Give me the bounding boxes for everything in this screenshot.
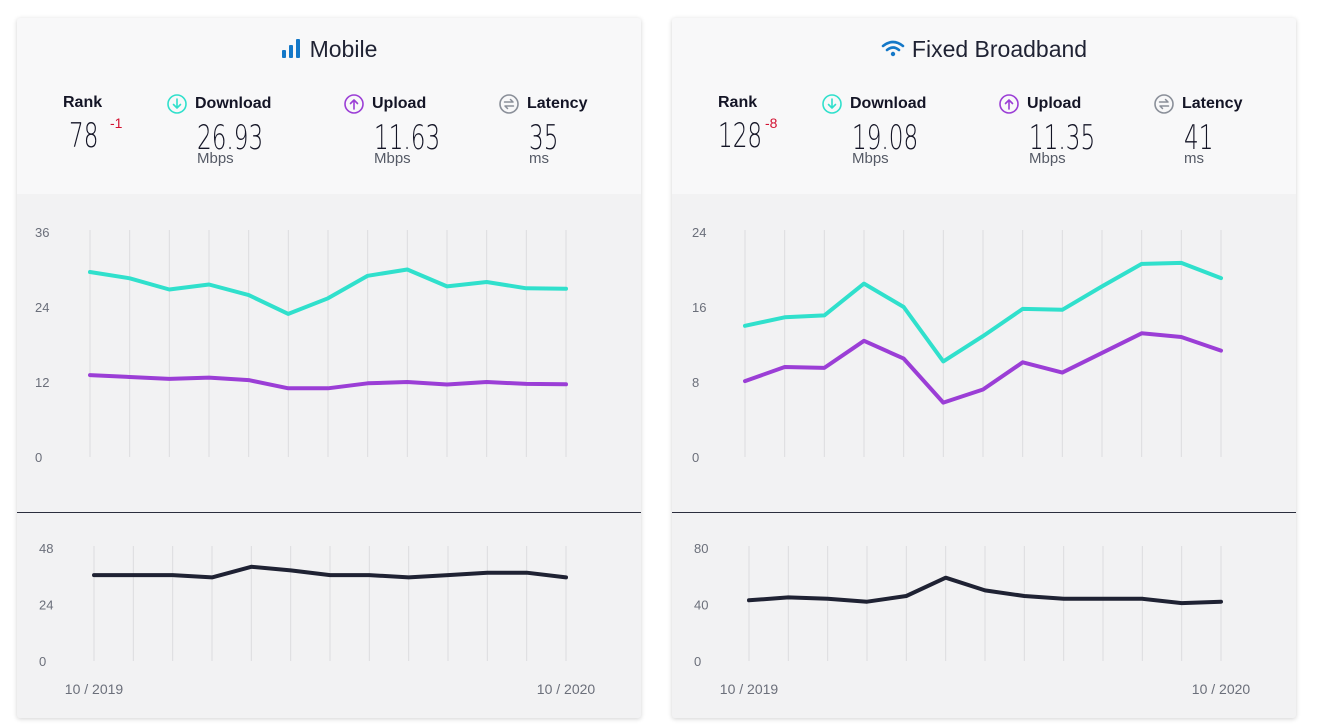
x-tick-label: 10 / 2020 bbox=[1192, 681, 1251, 697]
chart-divider bbox=[672, 512, 1296, 513]
download-arrow-icon bbox=[822, 94, 842, 114]
latency-label: Latency bbox=[527, 95, 588, 112]
fixed-speed-chart-svg: 0 8 16 24 bbox=[692, 225, 1223, 465]
mobile-latency-chart-svg: 0 24 48 10 / 2019 10 / 2020 bbox=[39, 541, 596, 697]
fixed-latency-chart: 0 40 80 10 / 2019 10 / 2020 bbox=[672, 513, 1296, 718]
latency-unit: ms bbox=[529, 150, 549, 167]
y-tick-label: 48 bbox=[39, 541, 53, 556]
upload-value: 11.63 bbox=[374, 118, 441, 158]
fixed-title: Fixed Broadband bbox=[672, 36, 1296, 65]
y-tick-label: 24 bbox=[692, 225, 706, 240]
upload-value: 11.35 bbox=[1029, 118, 1096, 158]
x-tick-label: 10 / 2019 bbox=[720, 681, 779, 697]
fixed-speed-chart: 0 8 16 24 bbox=[672, 194, 1296, 512]
mobile-title: Mobile bbox=[17, 36, 641, 65]
rank-label: Rank bbox=[63, 94, 103, 111]
latency-arrows-icon bbox=[499, 94, 519, 114]
y-tick-label: 0 bbox=[35, 450, 42, 465]
y-tick-label: 0 bbox=[39, 654, 46, 669]
mobile-rank: Rank 78 bbox=[63, 94, 112, 156]
mobile-download: Download 26.93 Mbps bbox=[167, 94, 294, 167]
y-tick-label: 36 bbox=[35, 225, 49, 240]
y-tick-label: 24 bbox=[39, 598, 53, 613]
fixed-title-text: Fixed Broadband bbox=[911, 36, 1088, 62]
y-tick-label: 16 bbox=[692, 300, 706, 315]
y-tick-label: 80 bbox=[694, 541, 708, 556]
upload-label: Upload bbox=[1027, 95, 1082, 112]
mobile-title-text: Mobile bbox=[309, 36, 378, 62]
latency-label: Latency bbox=[1182, 95, 1243, 112]
latency-series-line bbox=[747, 575, 1223, 606]
mobile-panel: Mobile Rank 78 -1 Download 26.93 Mbps Up… bbox=[17, 18, 641, 718]
signal-bars-icon bbox=[281, 37, 303, 65]
latency-arrows-icon bbox=[1154, 94, 1174, 114]
download-arrow-icon bbox=[167, 94, 187, 114]
latency-unit: ms bbox=[1184, 150, 1204, 167]
upload-series-line bbox=[743, 331, 1223, 405]
download-label: Download bbox=[195, 95, 272, 112]
upload-unit: Mbps bbox=[1029, 150, 1066, 167]
download-series-line bbox=[88, 267, 568, 316]
rank-value: 128 bbox=[718, 116, 763, 156]
y-tick-label: 12 bbox=[35, 375, 49, 390]
fixed-broadband-panel: Fixed Broadband Rank 128 -8 Download 19.… bbox=[672, 18, 1296, 718]
upload-series-line bbox=[88, 373, 568, 391]
download-unit: Mbps bbox=[852, 150, 889, 167]
wifi-icon bbox=[881, 38, 905, 65]
fixed-summary: Fixed Broadband Rank 128 -8 Download 19.… bbox=[672, 18, 1296, 194]
mobile-upload: Upload 11.63 Mbps bbox=[344, 94, 471, 167]
download-label: Download bbox=[850, 95, 927, 112]
download-unit: Mbps bbox=[197, 150, 234, 167]
mobile-summary: Mobile Rank 78 -1 Download 26.93 Mbps Up… bbox=[17, 18, 641, 194]
upload-label: Upload bbox=[372, 95, 427, 112]
y-tick-label: 24 bbox=[35, 300, 49, 315]
download-series-line bbox=[743, 260, 1223, 364]
x-tick-label: 10 / 2020 bbox=[537, 681, 596, 697]
upload-arrow-icon bbox=[999, 94, 1019, 114]
upload-unit: Mbps bbox=[374, 150, 411, 167]
y-tick-label: 8 bbox=[692, 375, 699, 390]
rank-value: 78 bbox=[69, 116, 99, 156]
rank-change: -1 bbox=[110, 115, 123, 131]
fixed-latency-chart-svg: 0 40 80 10 / 2019 10 / 2020 bbox=[694, 541, 1251, 697]
mobile-speed-chart-svg: 0 12 24 36 bbox=[35, 225, 568, 465]
mobile-speed-chart: 0 12 24 36 bbox=[17, 194, 641, 512]
y-tick-label: 0 bbox=[694, 654, 701, 669]
mobile-latency-chart: 0 24 48 10 / 2019 10 / 2020 bbox=[17, 513, 641, 718]
rank-change: -8 bbox=[765, 115, 778, 131]
latency-value: 41 bbox=[1184, 118, 1214, 158]
fixed-upload: Upload 11.35 Mbps bbox=[999, 94, 1126, 167]
latency-value: 35 bbox=[529, 118, 559, 158]
upload-arrow-icon bbox=[344, 94, 364, 114]
fixed-latency: Latency 41 ms bbox=[1154, 94, 1242, 167]
y-tick-label: 0 bbox=[692, 450, 699, 465]
x-tick-label: 10 / 2019 bbox=[65, 681, 124, 697]
fixed-download: Download 19.08 Mbps bbox=[822, 94, 949, 167]
latency-series-line bbox=[92, 564, 568, 580]
rank-label: Rank bbox=[718, 94, 758, 111]
chart-divider bbox=[17, 512, 641, 513]
fixed-rank: Rank 128 bbox=[718, 94, 783, 156]
y-tick-label: 40 bbox=[694, 598, 708, 613]
download-value: 19.08 bbox=[852, 118, 919, 158]
download-value: 26.93 bbox=[197, 118, 264, 158]
mobile-latency: Latency 35 ms bbox=[499, 94, 587, 167]
